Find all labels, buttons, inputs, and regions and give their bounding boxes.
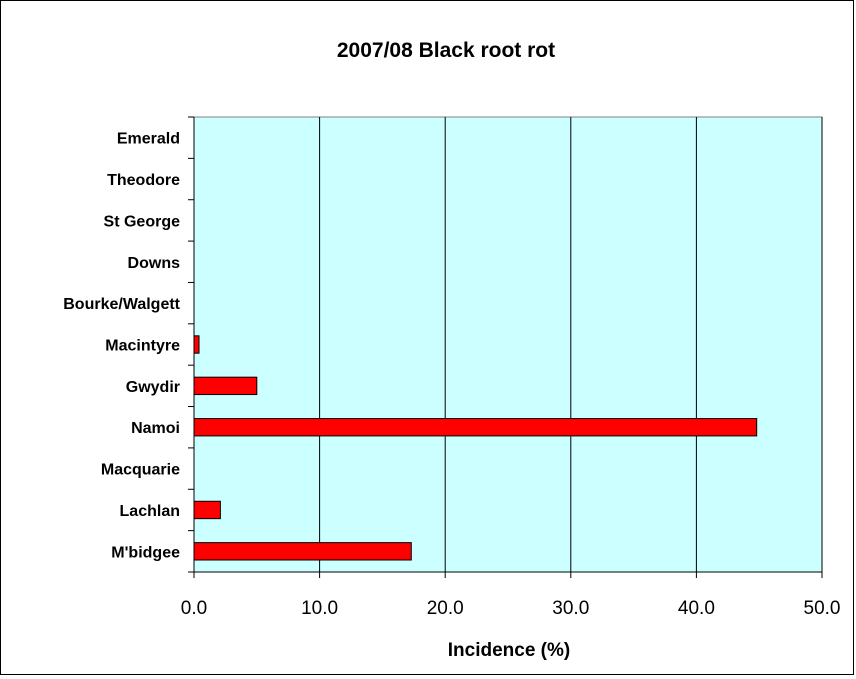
x-tick-label: 40.0	[678, 598, 715, 619]
bar	[193, 335, 200, 354]
y-tick-label: Macintyre	[105, 338, 180, 355]
x-tick-label: 0.0	[181, 598, 207, 619]
y-tick-label: Lachlan	[120, 503, 180, 520]
chart-title: 2007/08 Black root rot	[337, 39, 555, 62]
bar	[193, 542, 412, 561]
plot-area	[193, 116, 823, 573]
bar	[193, 376, 258, 396]
y-tick-label: St George	[104, 213, 181, 230]
bar	[193, 500, 221, 520]
y-tick-label: Emerald	[117, 131, 180, 148]
x-tick-label: 50.0	[804, 598, 841, 619]
y-tick-label: M'bidgee	[111, 544, 180, 561]
bar	[193, 418, 758, 437]
x-tick-label: 30.0	[552, 598, 589, 619]
y-tick-label: Namoi	[131, 420, 180, 437]
x-tick-label: 10.0	[301, 598, 338, 619]
x-tick-label: 20.0	[427, 598, 464, 619]
y-tick-label: Theodore	[107, 172, 180, 189]
y-tick-label: Bourke/Walgett	[63, 296, 180, 313]
y-tick-label: Gwydir	[126, 379, 180, 396]
x-axis-label: Incidence (%)	[448, 640, 570, 661]
y-tick-label: Downs	[128, 255, 181, 272]
y-tick-label: Macquarie	[101, 462, 180, 479]
